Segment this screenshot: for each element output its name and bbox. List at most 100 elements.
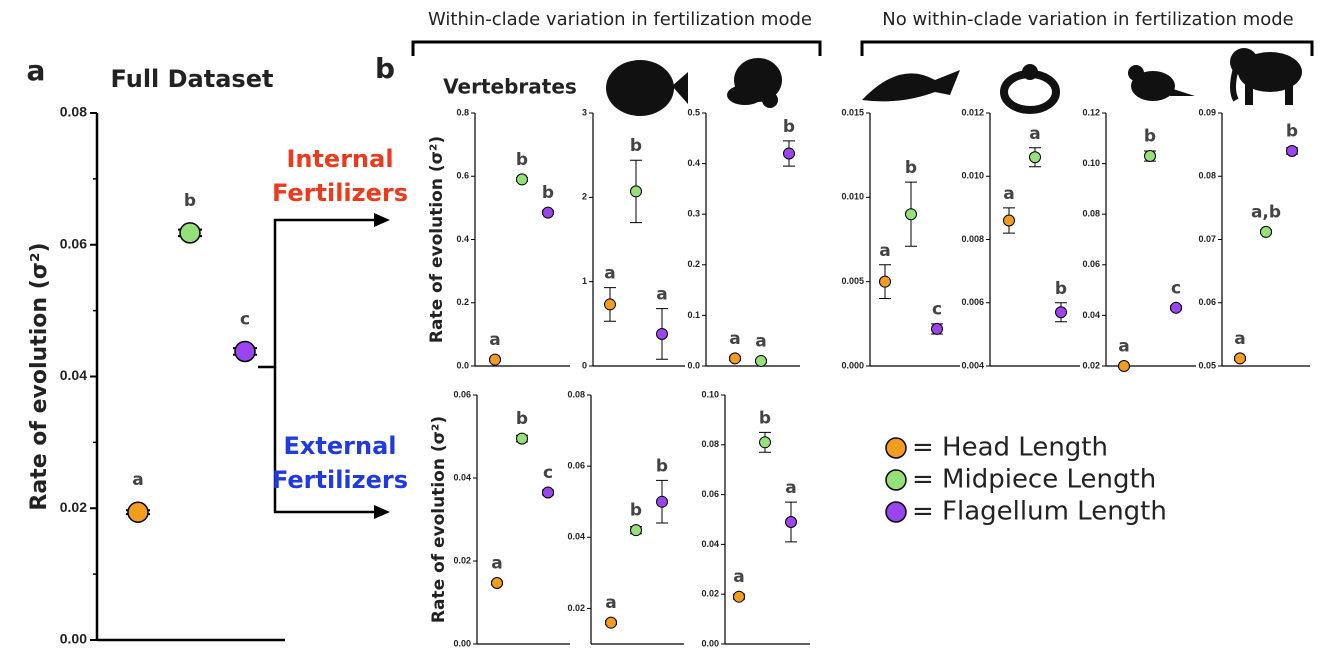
y-tick-label: 0.04 [567, 532, 585, 542]
y-axis-label: Rate of evolution (σ²) [27, 242, 52, 510]
significance-letter: b [905, 158, 917, 178]
y-tick-label: 0.02 [453, 555, 471, 565]
legend-label: = Midpiece Length [912, 465, 1156, 495]
point [1029, 151, 1041, 164]
y-tick-label: 0.06 [1082, 259, 1100, 269]
significance-letter: b [542, 183, 554, 203]
y-tick-label: 0.010 [841, 192, 864, 202]
y-tick-label: 0.5 [687, 107, 700, 117]
y-tick-label: 0.04 [60, 367, 87, 383]
significance-letter: c [240, 309, 250, 329]
chart: 0.05 0.06 0.07 0.08 0.09 a a,b b [1198, 107, 1310, 370]
y-tick-label: 0.3 [687, 209, 700, 219]
y-tick-label: 0.10 [1082, 158, 1100, 168]
point [729, 352, 741, 365]
legend-marker [885, 437, 907, 459]
point [1144, 150, 1156, 163]
y-tick-label: 0.6 [456, 171, 469, 181]
point [1286, 144, 1298, 157]
legend-label: = Flagellum Length [912, 497, 1167, 527]
significance-letter: a [132, 470, 143, 490]
y-tick-label: 0.4 [456, 234, 469, 244]
point [516, 173, 528, 186]
point [179, 222, 201, 244]
significance-letter: a,b [1251, 202, 1281, 222]
point [127, 501, 149, 523]
significance-letter: a [879, 241, 890, 261]
y-tick-label: 0.02 [1082, 360, 1100, 370]
significance-letter: a [489, 330, 500, 350]
y-tick-label: 0.010 [961, 171, 984, 181]
significance-letter: b [516, 409, 528, 429]
y-tick-label: 0.04 [701, 539, 719, 549]
significance-letter: b [1144, 127, 1156, 147]
panel-label: a [27, 54, 46, 87]
y-tick-label: 0.06 [567, 461, 585, 471]
y-tick-label: 0.00 [701, 638, 719, 648]
significance-letter: b [759, 408, 771, 428]
y-tick-label: 0.012 [961, 107, 984, 117]
chart: 0.000 0.005 0.010 0.015 a b c [841, 107, 960, 370]
y-tick-label: 0.2 [687, 259, 700, 269]
significance-letter: a [1118, 337, 1129, 357]
header-none: No within-clade variation in fertilizati… [882, 9, 1294, 30]
y-tick-label: 0.008 [961, 234, 984, 244]
clade-label: Vertebrates [443, 75, 577, 99]
y-tick-label: 0.08 [701, 439, 719, 449]
group-label: Internal Fertilizers [272, 145, 408, 207]
significance-letter: c [932, 299, 942, 319]
significance-letter: c [1171, 278, 1181, 298]
y-tick-label: 0.02 [60, 499, 87, 515]
point [783, 147, 795, 160]
y-tick-label: 0.08 [1198, 171, 1216, 181]
y-tick-label: 0.4 [687, 158, 700, 168]
chart: 0.00 0.02 0.04 0.06 0.08 0.10 a b a [701, 389, 810, 648]
y-axis-label: Rate of evolution (σ²) [429, 416, 449, 623]
y-tick-label: 0.000 [841, 360, 864, 370]
point [1118, 360, 1130, 372]
significance-letter: a [729, 329, 740, 349]
point [931, 322, 943, 335]
y-tick-label: 0.12 [1082, 107, 1100, 117]
point [630, 185, 642, 198]
significance-letter: a [1003, 184, 1014, 204]
point [759, 436, 771, 449]
split-arrows [258, 218, 378, 514]
y-tick-label: 0 [582, 360, 587, 370]
chart: 0.0 0.2 0.4 0.6 0.8 Rate of evolution (σ²) a bb [427, 107, 570, 370]
y-tick-label: 0.06 [701, 489, 719, 499]
chart: 0.02 0.04 0.06 0.08 0.10 0.12 a b c [1082, 107, 1196, 372]
y-tick-label: 0.005 [841, 276, 864, 286]
point [1055, 306, 1067, 319]
significance-letter: a [491, 553, 502, 573]
point [879, 275, 891, 288]
group-label: External Fertilizers [272, 432, 408, 494]
significance-letter: b [184, 191, 196, 211]
y-tick-label: 0.07 [1198, 234, 1216, 244]
header-within: Within-clade variation in fertilization … [428, 9, 812, 30]
point [605, 616, 617, 629]
point [604, 298, 616, 311]
significance-letter: a [605, 593, 616, 613]
y-tick-label: 0.08 [1082, 209, 1100, 219]
y-tick-label: 0.00 [60, 631, 87, 647]
point [516, 432, 528, 445]
point [905, 208, 917, 221]
y-tick-label: 0.1 [687, 310, 700, 320]
significance-letter: a [604, 264, 615, 284]
significance-letter: b [1286, 121, 1298, 141]
bracket [411, 40, 822, 56]
point [542, 486, 554, 499]
point [1234, 352, 1246, 365]
chart: 0.00 0.02 0.04 0.06 0.08 Rate of evolution (σ… [27, 104, 285, 647]
point [489, 353, 501, 366]
y-tick-label: 0.08 [60, 104, 87, 120]
y-tick-label: 0.0 [687, 360, 700, 370]
legend-marker [885, 469, 907, 491]
chart: 0.00 0.02 0.04 0.06 Rate of evolution (σ²) a b… [429, 389, 570, 648]
y-tick-label: 3 [582, 107, 587, 117]
y-tick-label: 0.0 [456, 360, 469, 370]
point [491, 576, 503, 589]
legend-marker [885, 501, 907, 523]
point [630, 524, 642, 537]
